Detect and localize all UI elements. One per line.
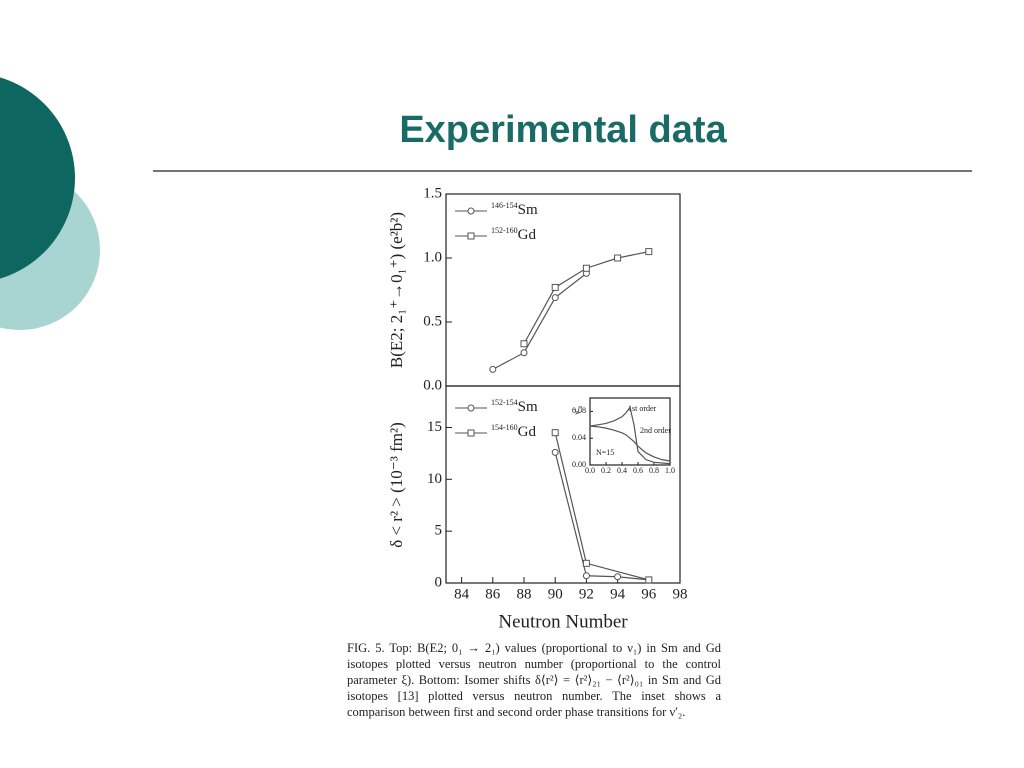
- legend-entry: 146-154Sm: [491, 201, 538, 219]
- data-point: [645, 576, 653, 584]
- data-point: [614, 254, 622, 262]
- x-tick-label: 90: [548, 586, 563, 602]
- annotation: N=15: [596, 448, 614, 457]
- y-tick-label: 0.0: [423, 377, 442, 393]
- y-tick-label: 10: [427, 471, 442, 487]
- legend-element: Gd: [518, 424, 537, 440]
- plot-frame: [445, 385, 681, 584]
- legend-marker: [467, 207, 475, 215]
- data-point: [489, 365, 497, 373]
- y-tick-label: 0.04: [572, 433, 586, 442]
- data-point: [582, 572, 590, 580]
- legend-entry: 154-160Gd: [491, 423, 537, 441]
- y-tick-label: 0.00: [572, 460, 586, 469]
- x-tick-label: 98: [673, 586, 688, 602]
- annotation: 1st order: [628, 404, 657, 413]
- y-tick-label: 1.0: [423, 249, 442, 265]
- x-tick-label: 86: [485, 586, 501, 602]
- series-line: [589, 405, 671, 465]
- data-point: [520, 340, 528, 348]
- legend-marker: [467, 404, 475, 412]
- y-axis-label: B(E2; 2₁⁺→0₁⁺) (e²b²): [387, 212, 406, 368]
- y-axis-label: ν′₂: [572, 405, 582, 414]
- data-point: [645, 248, 653, 256]
- data-point: [582, 264, 590, 272]
- x-tick-label: 0.4: [617, 466, 627, 475]
- y-tick-label: 0: [435, 574, 443, 590]
- x-tick-label: 84: [454, 586, 470, 602]
- data-point: [520, 349, 528, 357]
- data-point: [614, 573, 622, 581]
- y-tick-label: 5: [435, 523, 443, 539]
- x-tick-label: 0.0: [585, 466, 595, 475]
- y-tick-label: 1.5: [423, 185, 442, 201]
- legend-marker: [467, 232, 475, 240]
- legend-entry: 152-160Gd: [491, 226, 537, 244]
- x-tick-label: 1.0: [665, 466, 675, 475]
- legend-isotopes: 152-160: [491, 226, 518, 235]
- x-tick-label: 88: [517, 586, 532, 602]
- legend-element: Sm: [518, 399, 538, 415]
- x-tick-label: 0.8: [649, 466, 659, 475]
- legend-element: Gd: [518, 227, 537, 243]
- legend-isotopes: 146-154: [491, 201, 518, 210]
- y-axis-label: δ < r² > (10⁻³ fm²): [387, 422, 406, 548]
- data-point: [551, 283, 559, 291]
- x-tick-label: 0.2: [601, 466, 611, 475]
- slide-title: Experimental data: [399, 109, 727, 151]
- legend-marker: [467, 429, 475, 437]
- x-tick-label: 94: [610, 586, 626, 602]
- x-tick-label: 0.6: [633, 466, 643, 475]
- legend-isotopes: 152-154: [491, 398, 518, 407]
- legend-element: Sm: [518, 202, 538, 218]
- x-tick-label: 96: [641, 586, 657, 602]
- plot-frame: [445, 193, 681, 387]
- legend-entry: 152-154Sm: [491, 398, 538, 416]
- series-line: [589, 425, 671, 462]
- x-axis-label: Neutron Number: [498, 611, 628, 632]
- y-tick-label: 15: [427, 419, 442, 435]
- legend-isotopes: 154-160: [491, 423, 518, 432]
- data-point: [551, 294, 559, 302]
- y-tick-label: 0.08: [572, 406, 586, 415]
- series-line: [492, 272, 587, 370]
- decor-circle: [0, 77, 75, 279]
- data-point: [551, 429, 559, 437]
- figure-caption: FIG. 5. Top: B(E2; 0₁ → 2₁) values (prop…: [347, 641, 721, 719]
- annotation: 2nd order: [640, 426, 671, 435]
- series-line: [554, 452, 649, 581]
- data-point: [551, 448, 559, 456]
- x-tick-label: 92: [579, 586, 594, 602]
- plot-frame: [589, 397, 671, 466]
- data-point: [582, 559, 590, 567]
- y-tick-label: 0.5: [423, 313, 442, 329]
